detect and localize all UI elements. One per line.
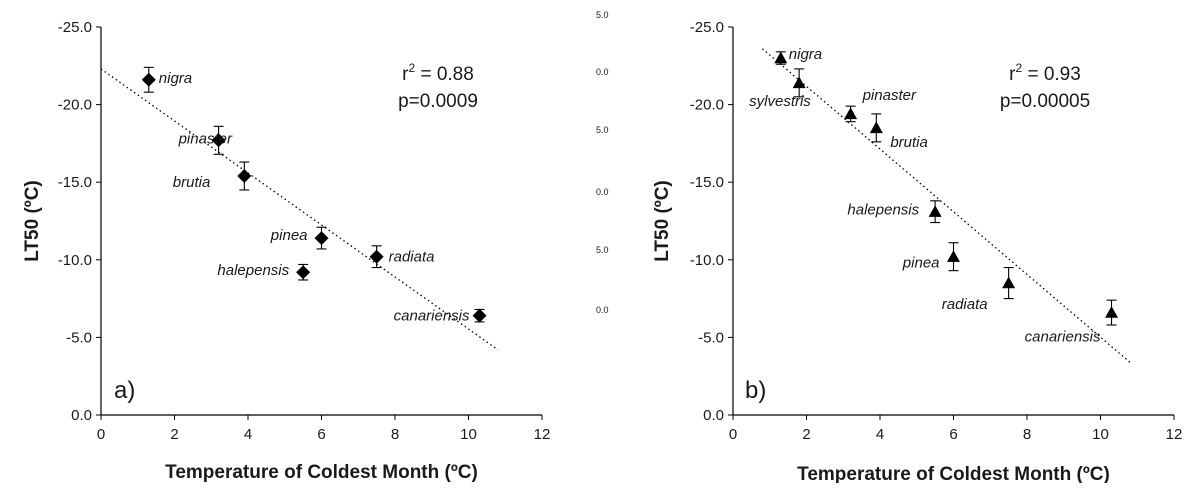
data-point-pinaster [211, 133, 226, 148]
data-point-radiata [369, 249, 384, 264]
r-squared-annotation: r2 = 0.88 [402, 61, 474, 85]
data-point-canariensis [1105, 306, 1119, 318]
data-point-brutia [237, 168, 252, 183]
x-tick-label: 2 [170, 426, 178, 443]
x-tick-label: 0 [97, 426, 105, 443]
stray-tick-label: 5.0 [596, 10, 609, 20]
point-label-canariensis: canariensis [1025, 329, 1101, 346]
chart-panel-a: 0 2 4 6 8 10 12 0.0 -5.0 -10.0 -15.0 -20.0 -25.0 Temp… [22, 19, 550, 483]
point-label-pinea: pinea [270, 227, 308, 244]
y-tick-label: -25.0 [58, 19, 92, 36]
x-tick-label: 6 [317, 426, 325, 443]
point-label-radiata: radiata [389, 249, 435, 266]
data-point-canariensis [472, 308, 487, 323]
point-label-brutia: brutia [890, 134, 928, 151]
regression-line [100, 68, 499, 351]
y-tick-label: -15.0 [690, 174, 724, 191]
y-tick-label: -10.0 [690, 252, 724, 269]
x-tick-label: 2 [802, 426, 810, 443]
stray-tick-label: 5.0 [596, 125, 609, 135]
point-label-sylvestris: sylvestris [749, 93, 811, 110]
x-tick-label: 6 [949, 426, 957, 443]
data-point-halepensis [928, 205, 942, 217]
data-point-brutia [869, 121, 883, 134]
x-tick-label: 0 [729, 426, 737, 443]
data-point-pinea [947, 250, 960, 262]
panel-label: a) [114, 377, 135, 404]
point-label-canariensis: canariensis [394, 308, 470, 325]
stray-tick-label: 5.0 [596, 245, 609, 255]
p-value-annotation: p=0.0009 [398, 91, 478, 112]
data-point-radiata [1002, 276, 1016, 289]
chart-panel-b: 0 2 4 6 8 10 12 0.0 -5.0 -10.0 -15.0 -20.0 -25.0 Temp… [652, 19, 1183, 485]
x-tick-label: 12 [534, 426, 551, 443]
x-tick-label: 4 [876, 426, 884, 443]
x-tick-label: 4 [244, 426, 252, 443]
r-squared-annotation: r2 = 0.93 [1009, 61, 1081, 85]
data-point-pinea [314, 231, 329, 246]
y-tick-label: -20.0 [58, 97, 92, 114]
stray-tick-label: 0.0 [596, 305, 609, 315]
y-tick-label: -20.0 [690, 97, 724, 114]
y-tick-label: -5.0 [698, 329, 724, 346]
y-axis-title: LT50 (ºC) [652, 180, 673, 262]
panel-label: b) [745, 377, 766, 404]
point-label-radiata: radiata [942, 296, 988, 313]
y-tick-label: -25.0 [690, 19, 724, 36]
point-label-pinea: pinea [902, 255, 940, 272]
y-tick-label: 0.0 [71, 407, 92, 424]
stray-tick-label: 0.0 [596, 187, 609, 197]
x-axis-title: Temperature of Coldest Month (ºC) [797, 464, 1110, 483]
point-label-halepensis: halepensis [217, 262, 289, 279]
x-tick-label: 8 [1023, 426, 1031, 443]
y-axis-title: LT50 (ºC) [22, 180, 43, 262]
x-axis-title: Temperature of Coldest Month (ºC) [165, 462, 478, 483]
x-tick-label: 10 [1092, 426, 1109, 443]
data-point-nigra [774, 51, 788, 64]
x-tick-label: 10 [460, 426, 477, 443]
data-point-halepensis [296, 265, 311, 280]
x-tick-label: 8 [391, 426, 399, 443]
y-tick-label: 0.0 [703, 407, 724, 424]
point-label-nigra: nigra [789, 46, 822, 63]
point-label-brutia: brutia [173, 174, 211, 191]
x-tick-label: 12 [1166, 426, 1183, 443]
stray-tick-label: 0.0 [596, 67, 609, 77]
point-label-pinaster: pinaster [178, 130, 233, 147]
data-point-pinaster [844, 107, 858, 120]
y-tick-label: -10.0 [58, 252, 92, 269]
data-point-nigra [141, 72, 156, 87]
point-label-nigra: nigra [159, 70, 192, 87]
y-tick-label: -15.0 [58, 174, 92, 191]
p-value-annotation: p=0.00005 [1000, 91, 1090, 112]
y-tick-label: -5.0 [66, 329, 92, 346]
data-point-sylvestris [792, 76, 806, 89]
point-label-halepensis: halepensis [847, 202, 919, 219]
point-label-pinaster: pinaster [862, 87, 917, 104]
